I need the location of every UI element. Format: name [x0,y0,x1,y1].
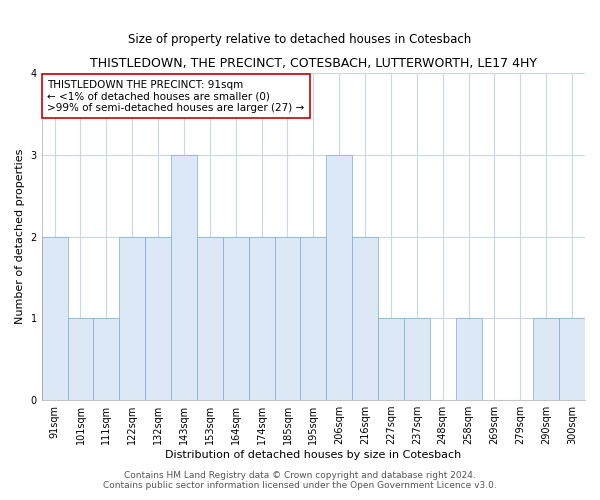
Bar [171,155,197,400]
Bar [68,318,94,400]
Bar [533,318,559,400]
Bar [301,236,326,400]
Bar [248,236,275,400]
Bar [41,236,68,400]
Text: Size of property relative to detached houses in Cotesbach: Size of property relative to detached ho… [128,32,472,46]
Bar [145,236,171,400]
Bar [326,155,352,400]
Bar [94,318,119,400]
Text: THISTLEDOWN THE PRECINCT: 91sqm
← <1% of detached houses are smaller (0)
>99% of: THISTLEDOWN THE PRECINCT: 91sqm ← <1% of… [47,80,304,113]
Bar [559,318,585,400]
Bar [455,318,482,400]
Bar [223,236,248,400]
Bar [378,318,404,400]
Bar [197,236,223,400]
Y-axis label: Number of detached properties: Number of detached properties [15,149,25,324]
X-axis label: Distribution of detached houses by size in Cotesbach: Distribution of detached houses by size … [165,450,461,460]
Bar [275,236,301,400]
Text: Contains HM Land Registry data © Crown copyright and database right 2024.
Contai: Contains HM Land Registry data © Crown c… [103,470,497,490]
Bar [352,236,378,400]
Bar [119,236,145,400]
Title: THISTLEDOWN, THE PRECINCT, COTESBACH, LUTTERWORTH, LE17 4HY: THISTLEDOWN, THE PRECINCT, COTESBACH, LU… [90,58,537,70]
Bar [404,318,430,400]
